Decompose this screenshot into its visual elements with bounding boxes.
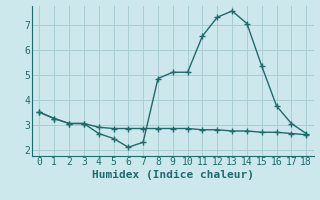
X-axis label: Humidex (Indice chaleur): Humidex (Indice chaleur): [92, 170, 254, 180]
